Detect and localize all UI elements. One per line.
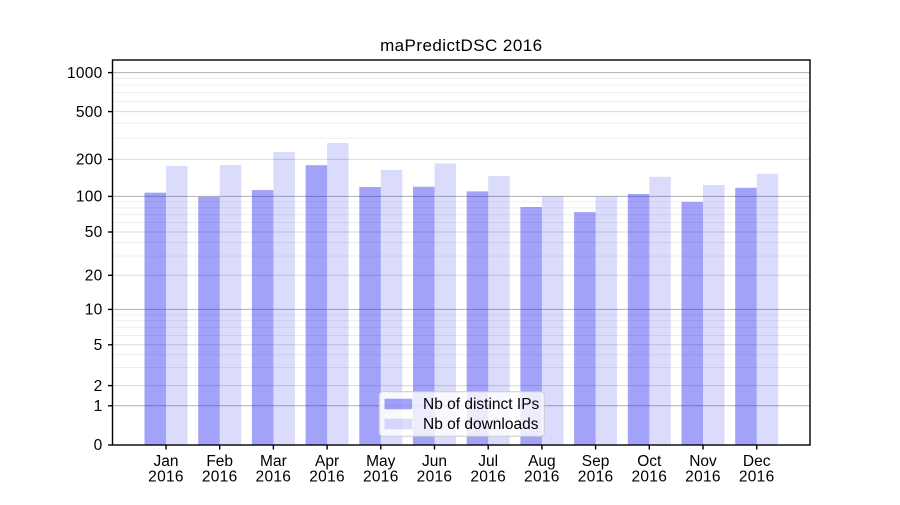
svg-text:Jan: Jan (154, 453, 179, 470)
svg-text:maPredictDSC 2016: maPredictDSC 2016 (380, 36, 542, 55)
svg-text:2016: 2016 (363, 468, 399, 485)
svg-text:Nov: Nov (689, 453, 717, 470)
svg-text:2016: 2016 (578, 468, 614, 485)
svg-text:100: 100 (76, 189, 103, 206)
svg-text:Aug: Aug (528, 453, 556, 470)
svg-text:5: 5 (94, 337, 103, 354)
svg-text:2016: 2016 (309, 468, 345, 485)
svg-text:0: 0 (94, 437, 103, 454)
svg-text:Nb of downloads: Nb of downloads (423, 416, 539, 433)
svg-text:50: 50 (85, 224, 103, 241)
svg-text:2016: 2016 (739, 468, 775, 485)
svg-text:Oct: Oct (637, 453, 662, 470)
svg-text:2016: 2016 (470, 468, 506, 485)
svg-text:1: 1 (94, 398, 103, 415)
svg-text:2016: 2016 (417, 468, 453, 485)
svg-text:2016: 2016 (631, 468, 667, 485)
svg-text:Nb of distinct IPs: Nb of distinct IPs (423, 396, 540, 413)
svg-text:20: 20 (85, 268, 103, 285)
svg-text:2016: 2016 (148, 468, 184, 485)
svg-text:1000: 1000 (67, 65, 103, 82)
svg-text:2016: 2016 (685, 468, 721, 485)
svg-text:2016: 2016 (524, 468, 560, 485)
svg-text:Jul: Jul (478, 453, 498, 470)
svg-text:May: May (366, 453, 396, 470)
svg-text:Jun: Jun (422, 453, 447, 470)
svg-text:Mar: Mar (260, 453, 287, 470)
svg-text:2: 2 (94, 378, 103, 395)
svg-text:Dec: Dec (743, 453, 771, 470)
svg-text:Apr: Apr (315, 453, 339, 470)
svg-text:200: 200 (76, 152, 103, 169)
svg-text:2016: 2016 (256, 468, 292, 485)
svg-text:10: 10 (85, 302, 103, 319)
svg-text:500: 500 (76, 104, 103, 121)
svg-text:Sep: Sep (582, 453, 610, 470)
svg-text:2016: 2016 (202, 468, 238, 485)
svg-text:Feb: Feb (206, 453, 233, 470)
